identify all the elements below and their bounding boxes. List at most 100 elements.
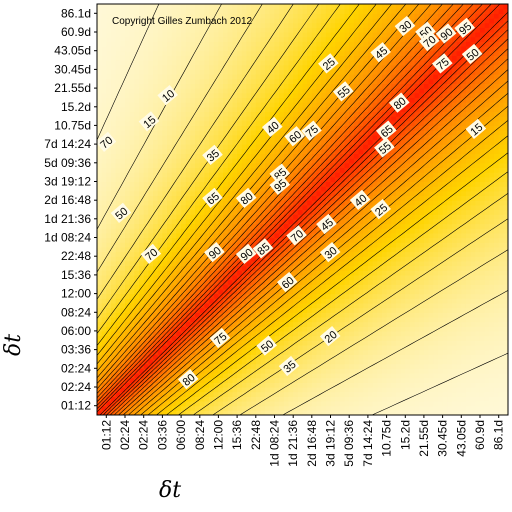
heat-cell <box>288 41 294 47</box>
heat-cell <box>129 218 135 225</box>
heat-cell <box>213 46 220 52</box>
heat-cell <box>213 130 220 136</box>
heat-cell <box>274 405 280 411</box>
heat-cell <box>344 382 350 388</box>
heat-cell <box>302 18 308 24</box>
heat-cell <box>227 74 234 80</box>
heat-cell <box>199 330 206 337</box>
heat-cell <box>157 223 163 229</box>
heat-cell <box>279 242 285 248</box>
heat-cell <box>311 326 318 332</box>
heat-cell <box>246 50 252 56</box>
heat-cell <box>111 396 117 402</box>
heat-cell <box>321 396 327 402</box>
heat-cell <box>120 274 126 281</box>
heat-cell <box>167 130 173 136</box>
heat-cell <box>307 386 313 393</box>
heat-cell <box>325 125 332 131</box>
heat-cell <box>227 274 234 281</box>
heat-cell <box>227 78 234 84</box>
heat-cell <box>213 265 220 271</box>
heat-cell <box>171 32 177 38</box>
heat-cell <box>260 167 266 173</box>
heat-cell <box>190 242 196 248</box>
heat-cell <box>246 60 252 66</box>
heat-cell <box>246 55 252 61</box>
heat-cell <box>353 279 360 285</box>
heat-cell <box>97 162 103 169</box>
heat-cell <box>167 284 173 290</box>
heat-cell <box>129 284 135 290</box>
heat-cell <box>349 302 355 309</box>
heat-cell <box>167 279 173 285</box>
heat-cell <box>176 153 182 159</box>
heat-cell <box>349 279 355 285</box>
heat-cell <box>344 60 350 66</box>
heat-cell <box>316 97 322 103</box>
heat-cell <box>176 167 182 173</box>
heat-cell <box>176 400 182 407</box>
heat-cell <box>297 279 304 285</box>
heat-cell <box>227 382 234 388</box>
heat-cell <box>297 400 304 407</box>
heat-cell <box>297 120 304 127</box>
heat-cell <box>143 4 149 10</box>
heat-cell <box>311 83 318 89</box>
heat-cell <box>325 139 332 145</box>
heat-cell <box>176 195 182 201</box>
heat-cell <box>223 410 229 415</box>
heat-cell <box>339 46 346 52</box>
heat-cell <box>97 55 103 61</box>
heat-cell <box>335 391 341 397</box>
heat-cell <box>209 162 215 169</box>
heat-cell <box>185 260 192 267</box>
heat-cell <box>237 46 243 52</box>
heat-cell <box>171 237 177 243</box>
heat-cell <box>251 270 257 276</box>
heat-cell <box>353 148 360 155</box>
heat-cell <box>134 316 140 323</box>
heat-cell <box>167 302 173 309</box>
heat-cell <box>283 242 290 248</box>
heat-cell <box>171 69 177 75</box>
heat-cell <box>171 13 177 19</box>
heat-cell <box>139 64 145 70</box>
heat-cell <box>227 64 234 70</box>
heat-cell <box>162 8 168 14</box>
heat-cell <box>293 284 299 290</box>
heat-cell <box>311 288 318 295</box>
heat-cell <box>269 326 276 332</box>
heat-cell <box>358 246 364 253</box>
heat-cell <box>297 377 304 383</box>
heat-cell <box>246 36 252 42</box>
heat-cell <box>288 148 294 155</box>
heat-cell <box>307 228 313 234</box>
heat-cell <box>106 279 112 285</box>
heat-cell <box>237 50 243 56</box>
heat-cell <box>283 83 290 89</box>
heat-cell <box>339 78 346 84</box>
heat-cell <box>260 50 266 56</box>
heat-cell <box>171 41 177 47</box>
heat-cell <box>185 130 192 136</box>
heat-cell <box>190 78 196 84</box>
heat-cell <box>125 181 131 187</box>
heat-cell <box>120 372 126 379</box>
heat-cell <box>115 148 121 155</box>
heat-cell <box>293 88 299 94</box>
heat-cell <box>195 265 201 271</box>
heat-cell <box>199 321 206 327</box>
heat-cell <box>335 354 341 360</box>
heat-cell <box>227 232 234 239</box>
heat-cell <box>106 237 112 243</box>
heat-cell <box>339 288 346 295</box>
heat-cell <box>171 172 177 178</box>
heat-cell <box>353 363 360 369</box>
heat-cell <box>316 251 322 257</box>
heat-cell <box>297 344 304 351</box>
heat-cell <box>339 358 346 365</box>
heat-cell <box>288 256 294 262</box>
heat-cell <box>311 358 318 365</box>
heat-cell <box>232 251 238 257</box>
heat-cell <box>209 116 215 122</box>
